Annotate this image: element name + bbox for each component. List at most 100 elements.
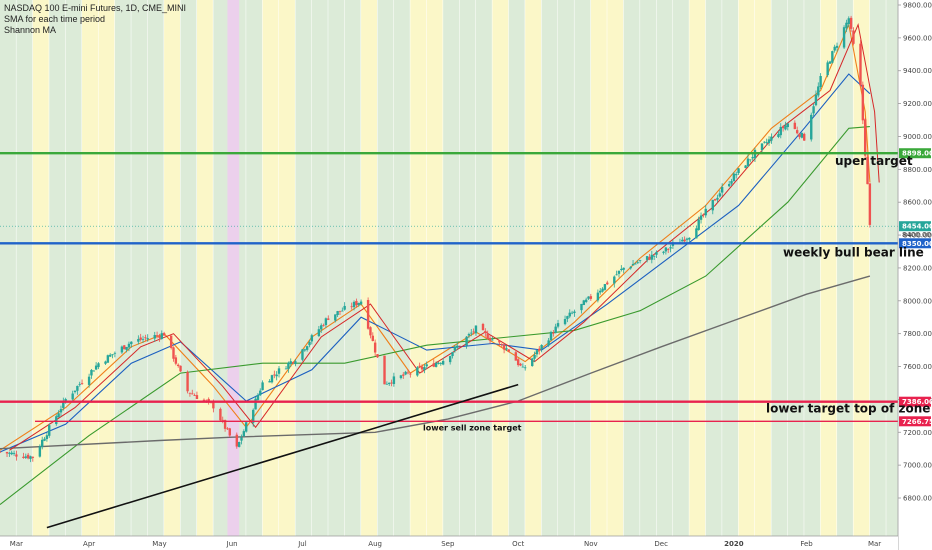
- candle-body: [652, 255, 656, 257]
- x-tick-label: Nov: [584, 540, 598, 548]
- session-bands: [0, 0, 898, 536]
- session-band: [754, 0, 771, 536]
- candle-body: [601, 288, 604, 292]
- candle-body: [146, 338, 149, 340]
- candle-body: [5, 452, 9, 454]
- candle-body: [383, 355, 386, 385]
- x-tick-label: Dec: [654, 540, 668, 548]
- candle-body: [366, 300, 370, 329]
- candle-body: [470, 332, 473, 334]
- candle-body: [631, 263, 635, 266]
- candle-body: [814, 94, 818, 106]
- y-tick-label: 9600.00: [903, 34, 932, 42]
- candle-body: [409, 373, 412, 375]
- candle-body: [343, 305, 346, 310]
- candle-body: [803, 133, 806, 141]
- candle-body: [373, 342, 377, 353]
- candle-body: [685, 238, 689, 240]
- price-label-box: [899, 238, 931, 249]
- candle-body: [667, 249, 670, 250]
- session-band: [180, 0, 197, 536]
- candle-body: [566, 316, 569, 319]
- candle-body: [359, 301, 363, 305]
- candle-body: [402, 374, 405, 376]
- y-tick-label: 7200.00: [903, 429, 932, 437]
- candle-body: [90, 369, 93, 376]
- candle-body: [486, 333, 489, 340]
- candle-body: [683, 239, 686, 242]
- session-band: [98, 0, 115, 536]
- candle-body: [727, 183, 731, 187]
- candle-body: [336, 311, 339, 315]
- candle-body: [275, 374, 278, 377]
- candle-body: [817, 86, 820, 96]
- candle-body: [507, 349, 510, 352]
- candle-body: [704, 208, 707, 216]
- candle-body: [634, 263, 637, 265]
- candle-body: [648, 256, 651, 260]
- session-band: [65, 0, 82, 536]
- candle-body: [57, 413, 60, 418]
- candle-body: [78, 384, 81, 385]
- candle-body: [868, 183, 872, 225]
- candle-body: [29, 456, 32, 459]
- y-tick-label: 6800.00: [903, 495, 932, 503]
- candle-body: [406, 372, 410, 374]
- candle-body: [45, 435, 49, 440]
- session-band: [787, 0, 804, 536]
- candle-body: [777, 134, 780, 137]
- price-label: 8350.00: [902, 240, 932, 248]
- candle-body: [859, 43, 862, 86]
- price-label: 8454.00: [902, 223, 932, 231]
- candle-body: [695, 228, 698, 239]
- candle-body: [130, 341, 133, 345]
- candle-body: [252, 409, 255, 423]
- candle-body: [256, 395, 260, 400]
- candle-body: [73, 390, 77, 393]
- y-axis-panel: [898, 0, 932, 550]
- session-band: [246, 0, 263, 536]
- candle-body: [174, 357, 178, 364]
- candle-body: [179, 365, 182, 372]
- candle-body: [244, 422, 248, 432]
- session-band: [459, 0, 476, 536]
- candle-body: [589, 296, 593, 299]
- candle-body: [24, 456, 27, 458]
- session-band: [328, 0, 345, 536]
- candle-body: [104, 361, 107, 364]
- candle-body: [810, 114, 813, 140]
- candle-body: [779, 126, 782, 136]
- candle-body: [852, 30, 855, 44]
- y-tick-label: 8400.00: [903, 232, 932, 240]
- session-band: [689, 0, 706, 536]
- session-band: [558, 0, 574, 536]
- session-band: [131, 0, 148, 536]
- candle-body: [711, 199, 714, 211]
- candle-body: [533, 354, 536, 359]
- candle-body: [580, 303, 583, 311]
- candle-body: [92, 370, 95, 372]
- candle-body: [162, 333, 166, 336]
- candle-body: [193, 395, 196, 396]
- candle-body: [664, 247, 668, 252]
- candle-body: [786, 123, 790, 128]
- session-band: [492, 0, 509, 536]
- candle-body: [556, 323, 560, 327]
- y-tick-label: 9000.00: [903, 133, 932, 141]
- candle-body: [453, 346, 457, 351]
- candle-body: [188, 392, 192, 394]
- candle-body: [385, 383, 389, 385]
- candle-body: [842, 27, 846, 48]
- x-tick-label: 2020: [724, 540, 744, 548]
- trendline-group: [46, 383, 519, 529]
- candle-body: [587, 296, 590, 299]
- candle-body: [416, 367, 419, 376]
- candle-body: [638, 260, 642, 262]
- candle-body: [524, 367, 527, 369]
- candle-body: [669, 247, 672, 249]
- candle-body: [273, 374, 276, 376]
- candle-body: [474, 325, 478, 334]
- candle-body: [826, 62, 829, 76]
- x-axis: Mar Apr May Jun Jul Aug Sep Oct Nov Dec 2020 Feb Mar: [0, 535, 898, 550]
